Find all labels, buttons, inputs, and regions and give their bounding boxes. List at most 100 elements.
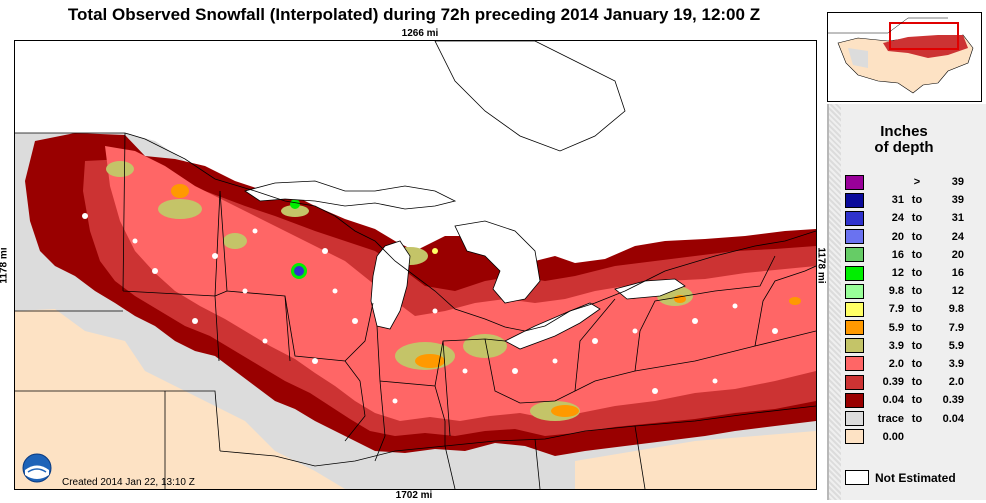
legend-upper: 20 [951,248,964,261]
legend-upper: 3.9 [948,357,964,370]
legend-upper: 31 [951,212,964,225]
legend-swatch [845,265,864,281]
legend-panel: Inches of depth >39 31 to 39 24 to 31 20 to 24 16 t… [827,104,986,500]
overview-inset-map[interactable] [827,12,982,102]
political-borders [15,132,816,489]
legend-rows: >39 31 to 39 24 to 31 20 to 24 16 to 20 12 to 16 9.8 to 12… [845,173,964,446]
map-title: Total Observed Snowfall (Interpolated) d… [67,5,761,24]
legend-from: trace [877,412,904,425]
legend-from: 24 [891,212,904,225]
legend-upper: 39 [951,194,964,207]
legend-upper: 12 [951,285,964,298]
legend-swatch [845,392,864,408]
not-estimated-label: Not Estimated [875,470,956,485]
dimension-bottom-label: 1702 mi [395,490,433,501]
no-snow-region-southeast [575,431,816,489]
lake-erie [504,302,601,350]
legend-not-estimated: Not Estimated [845,470,956,485]
legend-row: 0.04 to 0.39 [845,391,964,409]
legend-upper: 5.9 [948,339,964,352]
legend-row: 31 to 39 [845,191,964,209]
legend-to: > [913,176,921,189]
noaa-logo [22,453,52,483]
legend-row: 9.8 to 12 [845,282,964,300]
dimension-left-label: 1178 mi [0,247,10,284]
legend-to: to [911,394,923,407]
snowfall-map-canvas [15,41,816,489]
legend-row: 7.9 to 9.8 [845,300,964,318]
legend-upper: 2.0 [948,376,964,389]
legend-row: 3.9 to 5.9 [845,337,964,355]
legend-title-line2: of depth [874,139,934,156]
legend-swatch [845,301,864,317]
legend-from: 7.9 [888,303,904,316]
legend-row: 0.39 to 2.0 [845,373,964,391]
legend-swatch [845,411,864,427]
legend-upper: 39 [951,176,964,189]
legend-swatch [845,283,864,299]
legend-to: to [911,376,923,389]
legend-title: Inches of depth [829,124,979,156]
station-spots [82,213,778,404]
legend-from: 0.00 [882,430,904,443]
legend-from: 31 [891,194,904,207]
dimension-right-label: 1178 mi [815,247,827,284]
legend-to: to [911,285,923,298]
snow-24-31-spot [294,266,304,276]
legend-to: to [911,230,923,243]
lake-michigan [370,240,411,330]
legend-row: 12 to 16 [845,264,964,282]
legend-swatch [845,229,864,245]
legend-swatch [845,192,864,208]
legend-to: to [911,212,923,225]
legend-stripes [829,104,841,500]
legend-from: 20 [891,230,904,243]
not-estimated-swatch [845,470,869,485]
legend-row: 0.00 [845,428,964,446]
legend-from: 2.0 [888,357,904,370]
legend-from: 0.39 [882,376,904,389]
legend-swatch [845,247,864,263]
legend-row: 5.9 to 7.9 [845,319,964,337]
legend-upper: 9.8 [948,303,964,316]
snow-light-region [105,146,816,421]
snow-12-16-spot [290,199,300,209]
legend-from: 0.04 [882,394,904,407]
legend-upper: 0.39 [942,394,964,407]
lake-huron [454,220,541,304]
legend-upper: 16 [951,267,964,280]
legend-to: to [911,412,923,425]
legend-row: 2.0 to 3.9 [845,355,964,373]
legend-title-line1: Inches [880,123,928,140]
dimension-top-label: 1266 mi [401,28,439,39]
lake-superior [244,180,457,210]
legend-to: to [911,248,923,261]
snowfall-map[interactable] [14,40,817,490]
legend-swatch [845,374,864,390]
snow-5.9-7.9-patches [171,184,801,417]
legend-to: to [911,267,923,280]
legend-swatch [845,174,864,190]
region-highlight-box [889,22,959,50]
legend-row: 20 to 24 [845,228,964,246]
legend-upper: 0.04 [942,412,964,425]
legend-swatch [845,338,864,354]
legend-to: to [911,194,923,207]
legend-to: to [911,339,923,352]
snow-7.9-9.8-spot [432,248,438,254]
legend-from: 12 [891,267,904,280]
legend-upper: 7.9 [948,321,964,334]
legend-swatch [845,210,864,226]
legend-from: 16 [891,248,904,261]
legend-row: >39 [845,173,964,191]
no-snow-patch [105,381,165,436]
no-snow-region-southwest [15,309,345,489]
legend-swatch [845,320,864,336]
legend-to: to [911,357,923,370]
legend-from: 3.9 [888,339,904,352]
legend-swatch [845,356,864,372]
legend-row: trace to 0.04 [845,409,964,427]
legend-row: 16 to 20 [845,246,964,264]
legend-row: 24 to 31 [845,209,964,227]
legend-from: 5.9 [888,321,904,334]
